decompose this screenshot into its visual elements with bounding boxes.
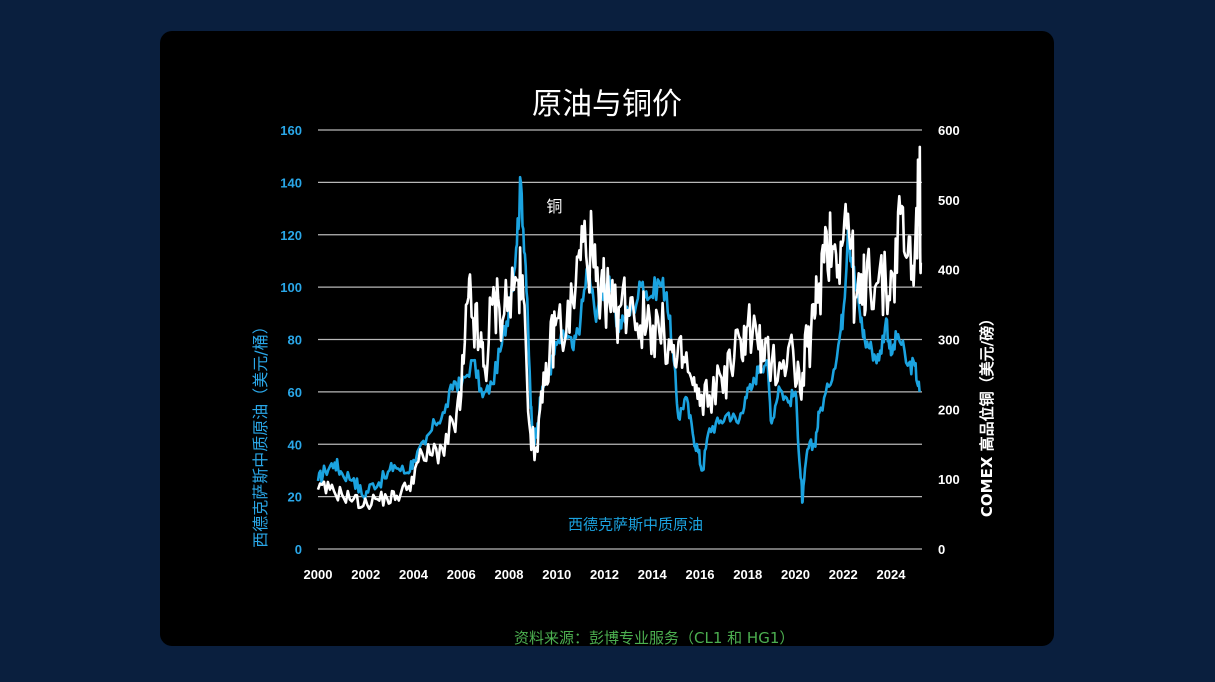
x-tick-label: 2002: [351, 567, 380, 582]
y-right-tick-label: 0: [938, 542, 945, 557]
x-tick-label: 2018: [733, 567, 762, 582]
source-note: 资料来源：彭博专业服务（CL1 和 HG1）: [514, 629, 795, 647]
x-tick-label: 2022: [829, 567, 858, 582]
x-tick-label: 2020: [781, 567, 810, 582]
y-right-tick-label: 500: [938, 193, 960, 208]
y-right-tick-label: 200: [938, 402, 960, 417]
y-axis-right-title: COMEX 高品位铜（美元/磅）: [978, 311, 996, 517]
y-right-tick-label: 100: [938, 472, 960, 487]
y-right-tick-label: 600: [938, 123, 960, 138]
y-right-tick-label: 300: [938, 333, 960, 348]
y-left-tick-label: 20: [288, 490, 302, 505]
x-tick-label: 2010: [542, 567, 571, 582]
y-left-tick-label: 100: [280, 280, 302, 295]
y-left-tick-label: 120: [280, 228, 302, 243]
x-tick-label: 2012: [590, 567, 619, 582]
grid-lines: [318, 129, 922, 550]
annotation-oil-label: 西德克萨斯中质原油: [568, 516, 703, 534]
y-left-tick-label: 60: [288, 385, 302, 400]
y-left-tick-label: 80: [288, 333, 302, 348]
series-lines: [316, 145, 923, 510]
x-tick-label: 2024: [877, 567, 907, 582]
chart-card: 原油与铜价 0 20 40 60 80 100 120 140 160 0 100 200 300 400…: [160, 31, 1054, 647]
y-left-tick-label: 160: [280, 123, 302, 138]
x-tick-label: 2000: [304, 567, 333, 582]
axis-labels: 0 20 40 60 80 100 120 140 160 0 100 200 300 400 500 600…: [280, 123, 959, 582]
series-line-wti-oil: [316, 175, 921, 504]
chart-title: 原油与铜价: [532, 87, 682, 122]
y-axis-left-title: 西德克萨斯中质原油（美元/桶）: [251, 318, 270, 547]
chart-svg: 0 20 40 60 80 100 120 140 160 0 100 200 300 400 500 600…: [251, 123, 996, 582]
y-left-tick-label: 40: [288, 437, 302, 452]
series-line-copper: [316, 145, 923, 510]
y-left-tick-label: 140: [280, 175, 302, 190]
x-tick-label: 2004: [399, 567, 429, 582]
x-tick-label: 2006: [447, 567, 476, 582]
x-tick-label: 2016: [686, 567, 715, 582]
x-tick-label: 2014: [638, 567, 668, 582]
y-left-tick-label: 0: [295, 542, 302, 557]
x-tick-label: 2008: [495, 567, 524, 582]
annotation-copper-label: 铜: [546, 197, 562, 216]
y-right-tick-label: 400: [938, 263, 960, 278]
